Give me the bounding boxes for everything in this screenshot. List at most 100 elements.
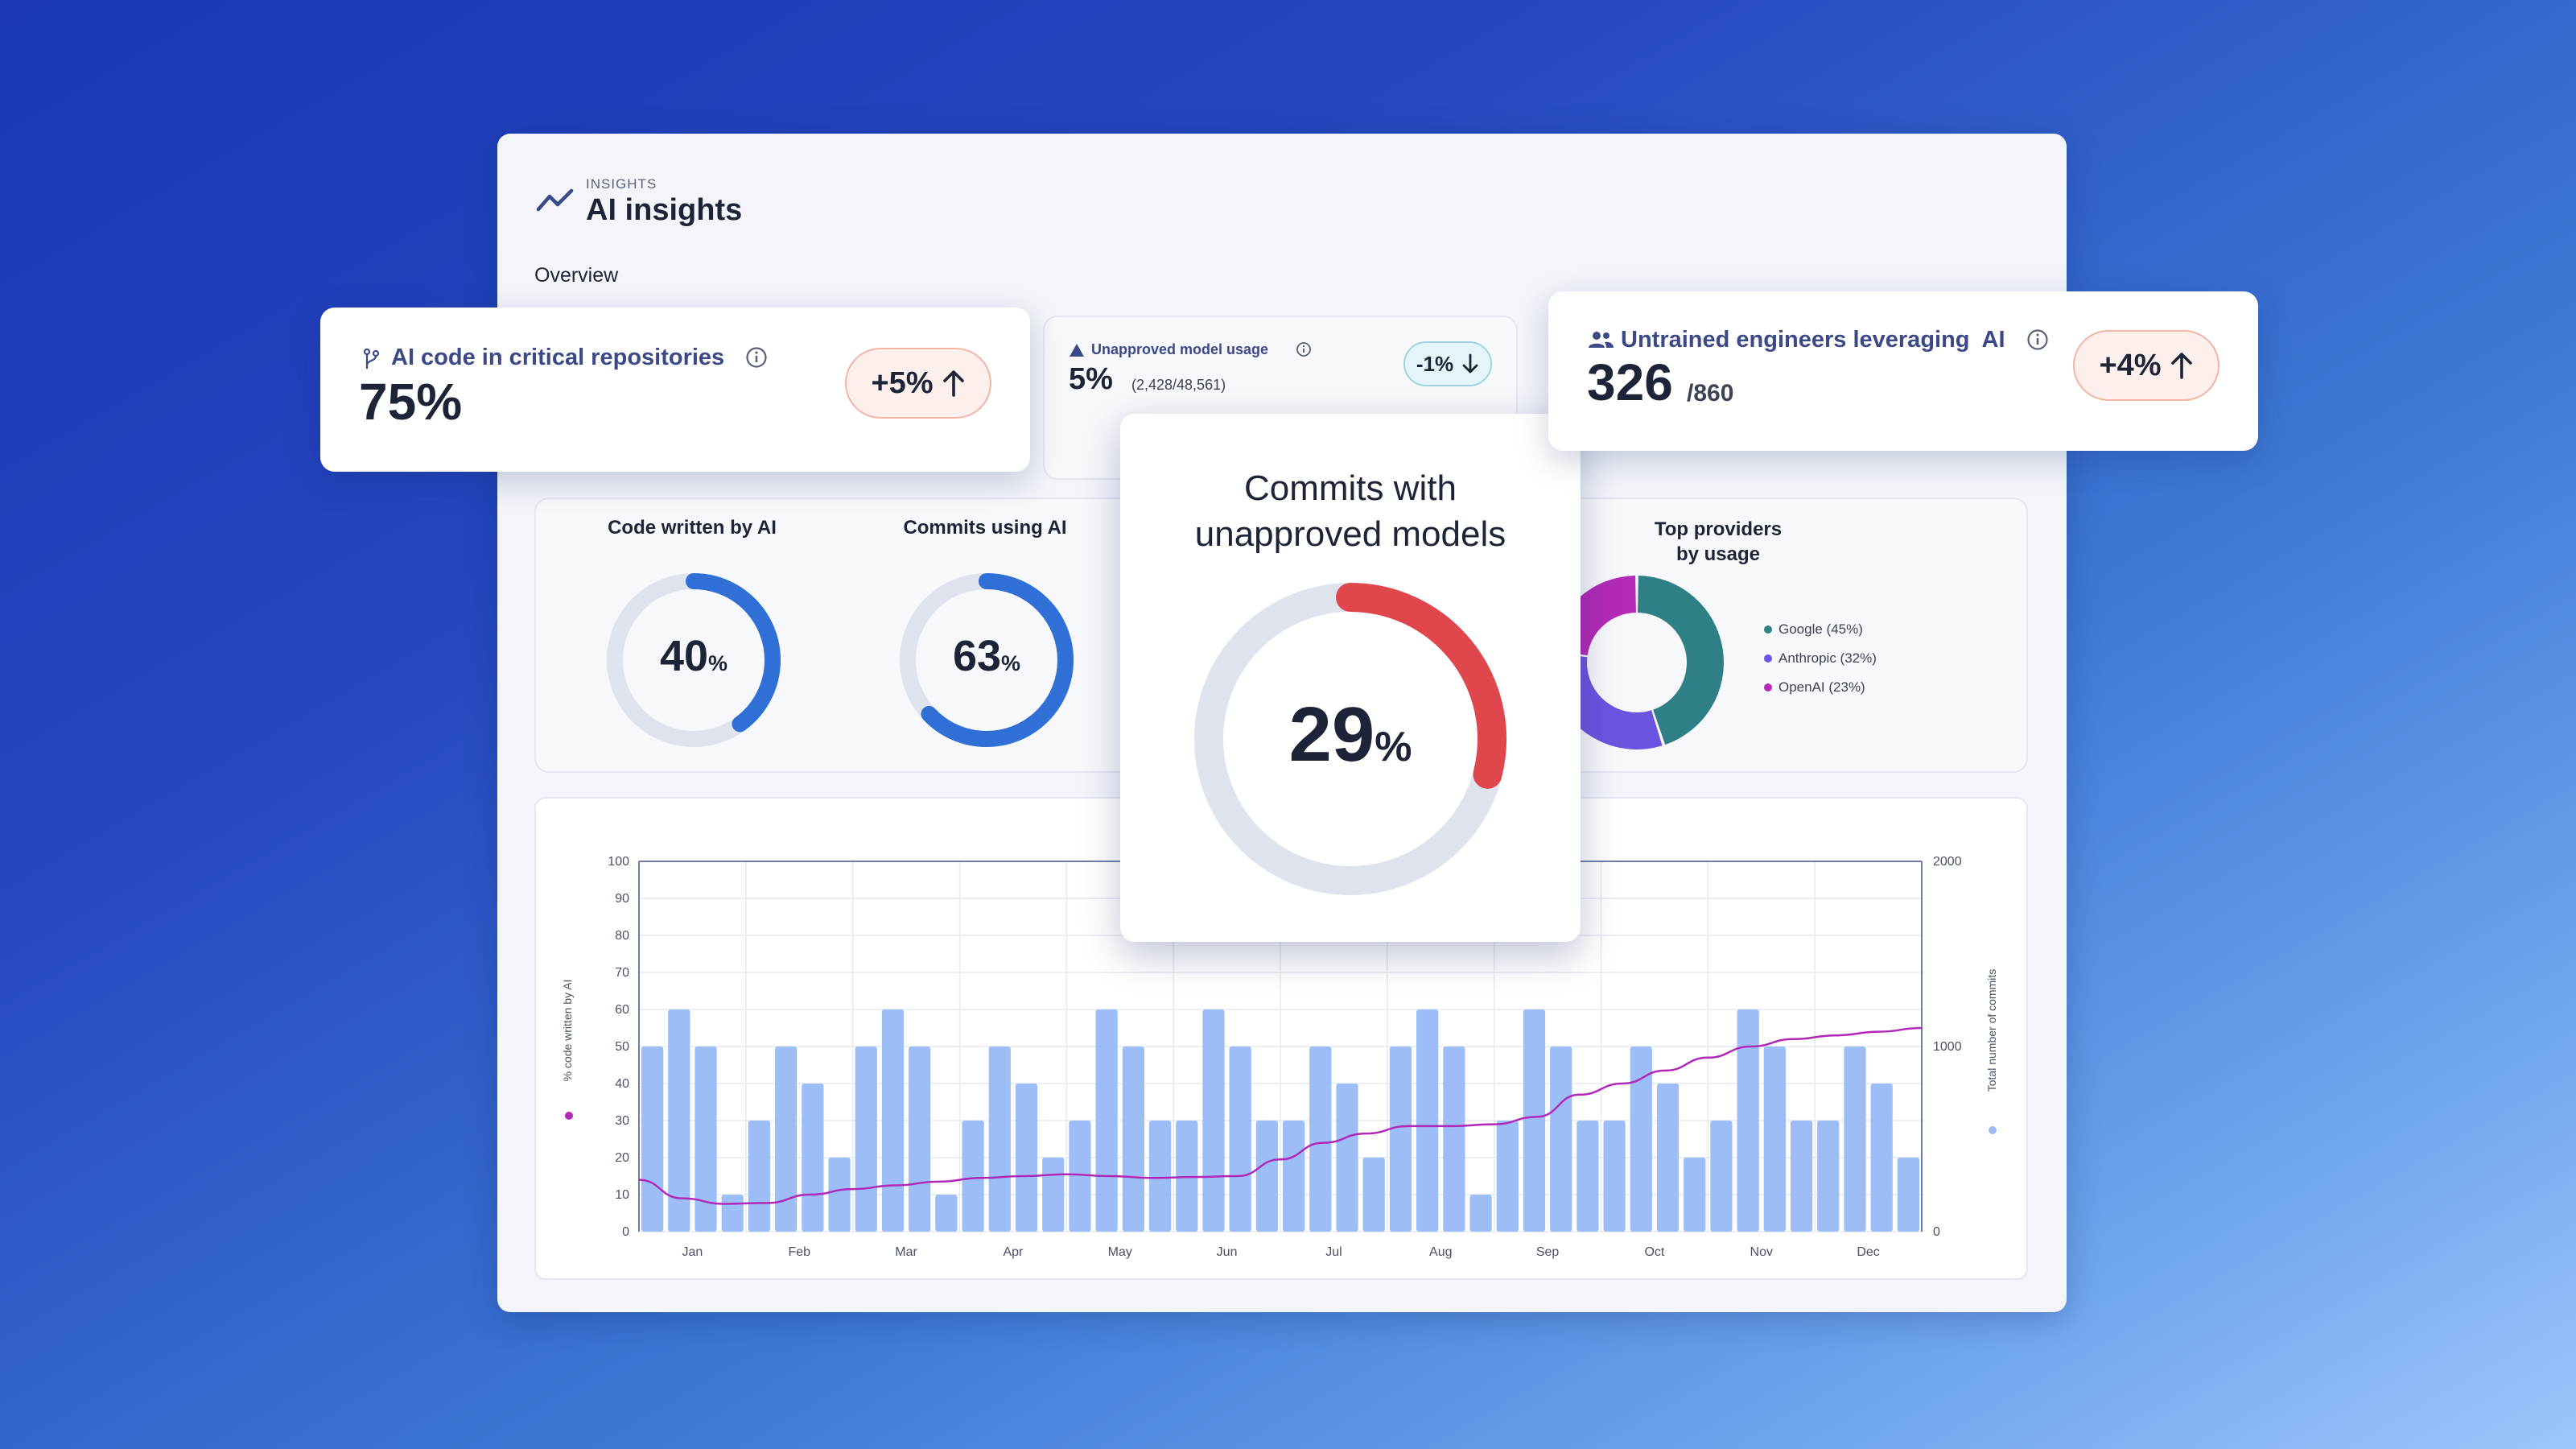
provider-legend-item: OpenAI (23%) bbox=[1764, 679, 1865, 696]
chart-bar bbox=[1416, 1009, 1439, 1232]
code-written-title: Code written by AI bbox=[608, 517, 777, 539]
info-icon[interactable] bbox=[1296, 341, 1312, 357]
commits-unapproved-donut bbox=[1194, 583, 1506, 895]
y-left-tick: 60 bbox=[615, 1003, 629, 1017]
commits-unapproved-arc bbox=[1194, 583, 1506, 895]
commits-ai-title: Commits using AI bbox=[903, 517, 1067, 539]
popup-title-line2: unapproved models bbox=[1194, 514, 1506, 554]
chart-bar bbox=[1443, 1046, 1465, 1232]
chart-bar bbox=[1042, 1158, 1065, 1232]
chart-bar bbox=[1577, 1121, 1599, 1232]
chart-bar bbox=[1603, 1121, 1626, 1232]
providers-title-line2: by usage bbox=[1675, 543, 1761, 565]
untrained-engineers-card[interactable]: Untrained engineers leveraging AI 326 /8… bbox=[1548, 291, 2258, 451]
commits-line bbox=[638, 1026, 1923, 1205]
chart-bar bbox=[1255, 1121, 1279, 1232]
chart-bar bbox=[641, 1046, 664, 1232]
providers-title-line1: Top providers bbox=[1654, 518, 1783, 540]
code-written-donut bbox=[607, 573, 781, 747]
info-icon[interactable] bbox=[745, 346, 768, 369]
provider-slice bbox=[1638, 576, 1724, 745]
x-tick: Apr bbox=[1003, 1245, 1024, 1259]
providers-title: Top providers by usage bbox=[1593, 517, 1843, 567]
y-left-tick: 100 bbox=[608, 855, 629, 869]
chart-bar bbox=[1790, 1121, 1813, 1232]
legend-label: Anthropic (32%) bbox=[1778, 650, 1877, 666]
popup-value: 29% bbox=[1288, 691, 1412, 778]
untrained-change-value: +4% bbox=[2099, 348, 2162, 382]
x-tick: Feb bbox=[788, 1245, 810, 1259]
unapproved-usage-label: Unapproved model usage bbox=[1091, 341, 1269, 357]
arrow-up-icon bbox=[2170, 353, 2192, 379]
untrained-engineers-label: Untrained engineers leveraging AI bbox=[1621, 327, 2005, 353]
chart-bar bbox=[1095, 1009, 1118, 1232]
provider-legend-item: Google (45%) bbox=[1764, 621, 1863, 638]
arrow-down-icon bbox=[1462, 353, 1478, 374]
legend-label: OpenAI (23%) bbox=[1778, 679, 1865, 695]
unapproved-usage-value: 5% bbox=[1069, 362, 1113, 396]
chart-bar bbox=[775, 1046, 798, 1232]
warning-icon bbox=[1070, 344, 1084, 357]
chart-bar bbox=[748, 1121, 771, 1232]
untrained-change-badge: +4% bbox=[2073, 330, 2219, 401]
chart-bar bbox=[1550, 1046, 1572, 1232]
chart-bar bbox=[1202, 1009, 1225, 1232]
y-left-tick: 50 bbox=[615, 1040, 629, 1054]
chart-bar bbox=[1148, 1121, 1172, 1232]
chart-bar bbox=[1630, 1046, 1652, 1232]
x-tick: Nov bbox=[1750, 1245, 1773, 1259]
info-icon[interactable] bbox=[2026, 328, 2049, 351]
chart-bar bbox=[1710, 1121, 1733, 1232]
commits-ai-value: 63% bbox=[952, 632, 1021, 680]
chart-bar bbox=[1656, 1084, 1680, 1232]
chart-bar bbox=[1389, 1046, 1412, 1232]
x-tick: Jun bbox=[1217, 1245, 1238, 1259]
chart-bar bbox=[1336, 1084, 1358, 1232]
chart-bar bbox=[1817, 1121, 1840, 1232]
chart-bar bbox=[1496, 1121, 1519, 1232]
x-tick: Jul bbox=[1325, 1245, 1342, 1259]
legend-swatch bbox=[1764, 654, 1772, 663]
y-right-tick: 1000 bbox=[1933, 1040, 1962, 1054]
chart-bar bbox=[828, 1158, 851, 1232]
y-left-tick: 40 bbox=[615, 1077, 629, 1091]
overview-heading: Overview bbox=[534, 264, 619, 287]
chart-bar bbox=[1844, 1046, 1866, 1232]
chart-bar bbox=[1469, 1195, 1492, 1232]
chart-bar bbox=[1362, 1158, 1385, 1232]
critical-repos-card[interactable]: AI code in critical repositories 75% +5% bbox=[320, 308, 1030, 472]
y-right-tick: 0 bbox=[1933, 1225, 1940, 1239]
code-written-value: 40% bbox=[659, 632, 728, 680]
critical-repos-label: AI code in critical repositories bbox=[391, 345, 725, 370]
y-left-tick: 20 bbox=[615, 1151, 629, 1165]
commits-unapproved-popup: Commits with unapproved models bbox=[1120, 414, 1581, 942]
x-tick: Dec bbox=[1857, 1245, 1879, 1259]
chart-bar bbox=[1122, 1046, 1144, 1232]
y-left-legend-dot bbox=[565, 1112, 573, 1120]
chart-bar bbox=[1069, 1121, 1091, 1232]
legend-label: Google (45%) bbox=[1778, 621, 1863, 637]
unapproved-usage-detail: (2,428/48,561) bbox=[1131, 377, 1226, 393]
users-icon bbox=[1589, 332, 1614, 348]
chart-bar bbox=[1282, 1121, 1305, 1232]
x-tick: May bbox=[1108, 1245, 1132, 1259]
chart-bar bbox=[694, 1046, 717, 1232]
chart-bar bbox=[668, 1009, 690, 1232]
code-written-arc bbox=[607, 573, 781, 747]
y-right-tick: 2000 bbox=[1933, 855, 1962, 869]
y-right-legend-dot bbox=[1989, 1126, 1997, 1134]
y-left-tick: 70 bbox=[615, 966, 629, 980]
y-left-tick: 90 bbox=[615, 892, 629, 906]
chart-bar bbox=[1870, 1084, 1893, 1232]
arrow-up-icon bbox=[942, 370, 964, 397]
critical-repos-value: 75% bbox=[359, 373, 463, 431]
chart-bar bbox=[855, 1046, 877, 1232]
y-left-tick: 0 bbox=[622, 1225, 629, 1239]
unapproved-change-badge: -1% bbox=[1403, 341, 1492, 386]
chart-bar bbox=[802, 1084, 824, 1232]
branch-icon bbox=[363, 348, 380, 369]
provider-legend-item: Anthropic (32%) bbox=[1764, 650, 1877, 667]
chart-bar bbox=[1737, 1009, 1759, 1232]
chart-bar bbox=[962, 1121, 984, 1232]
trend-icon bbox=[536, 188, 574, 212]
